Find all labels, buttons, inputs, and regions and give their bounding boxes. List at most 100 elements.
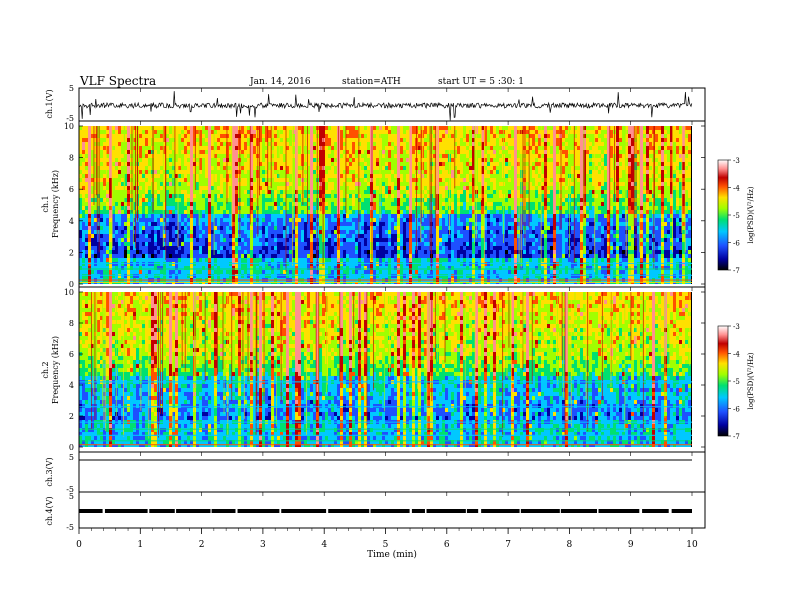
spectrogram-cell (379, 162, 382, 166)
spectrogram-cell (205, 130, 208, 134)
spectrogram-cell (106, 170, 109, 174)
spectrogram-cell (427, 126, 430, 130)
spectrogram-cell (232, 270, 235, 274)
spectrogram-cell (181, 146, 184, 150)
spectrogram-cell (283, 226, 286, 230)
spectrogram-cell (394, 194, 397, 198)
spectrogram-cell (436, 234, 439, 238)
spectrogram-cell (139, 214, 142, 218)
spectrogram-cell (112, 274, 115, 278)
spectrogram-cell (328, 146, 331, 150)
spectrogram-cell (448, 250, 451, 254)
spectrogram-cell (82, 146, 85, 150)
spectrogram-cell (349, 154, 352, 158)
spectrogram-cell (205, 274, 208, 278)
spectrogram-cell (154, 142, 157, 146)
spectrogram-cell (91, 190, 94, 194)
spectrogram-cell (403, 134, 406, 138)
spectrogram-cell (103, 198, 106, 202)
spectrogram-cell (418, 186, 421, 190)
spectrogram-cell (313, 206, 316, 210)
spectrogram-cell (133, 166, 136, 170)
spectrogram-cell (184, 250, 187, 254)
spectrogram-cell (403, 274, 406, 278)
spectrogram-cell (142, 246, 145, 250)
spectrogram-cell (391, 246, 394, 250)
spectrogram-cell (418, 230, 421, 234)
spectrogram-cell (223, 166, 226, 170)
spectrogram-cell (358, 266, 361, 270)
spectrogram-cell (388, 218, 391, 222)
spectrogram-cell (262, 142, 265, 146)
spectrogram-cell (376, 178, 379, 182)
spectrogram-cell (259, 234, 262, 238)
spectrogram-cell (133, 146, 136, 150)
spectrogram-cell (274, 274, 277, 278)
spectrogram-cell (439, 274, 442, 278)
spectrogram-cell (406, 190, 409, 194)
spectrogram-cell (115, 174, 118, 178)
spectrogram-cell (361, 230, 364, 234)
spectrogram-cell (352, 134, 355, 138)
spectrogram-cell (157, 242, 160, 246)
spectrogram-cell (307, 230, 310, 234)
spectrogram-cell (232, 246, 235, 250)
spectrogram-cell (220, 206, 223, 210)
spectrogram-cell (421, 266, 424, 270)
spectrogram-cell (430, 274, 433, 278)
spectrogram-cell (100, 234, 103, 238)
spectrogram-cell (364, 214, 367, 218)
spectrogram-cell (160, 154, 163, 158)
spectrogram-cell (193, 126, 196, 130)
spectrogram-cell (244, 230, 247, 234)
spectrogram-cell (343, 210, 346, 214)
spectrogram-cell (271, 150, 274, 154)
spectrogram-cell (187, 158, 190, 162)
spectrogram-cell (238, 242, 241, 246)
spectrogram-cell (358, 138, 361, 142)
spectrogram-cell (136, 254, 139, 258)
spectrogram-cell (232, 234, 235, 238)
spectrogram-cell (190, 138, 193, 142)
spectrogram-cell (208, 266, 211, 270)
spectrogram-cell (85, 202, 88, 206)
spectrogram-cell (79, 142, 82, 146)
spectrogram-cell (202, 210, 205, 214)
spectrogram-cell (148, 210, 151, 214)
spectrogram-cell (349, 150, 352, 154)
spectrogram-cell (418, 222, 421, 226)
spectrogram-cell (364, 230, 367, 234)
spectrogram-cell (154, 234, 157, 238)
spectrogram-cell (106, 190, 109, 194)
spectrogram-cell (343, 218, 346, 222)
spectrogram-cell (181, 266, 184, 270)
spectrogram-cell (352, 194, 355, 198)
spectrogram-cell (133, 182, 136, 186)
spectrogram-cell (247, 198, 250, 202)
spectrogram-cell (148, 126, 151, 130)
spectrogram-cell (142, 178, 145, 182)
spectrogram-cell (100, 190, 103, 194)
spectrogram-cell (295, 182, 298, 186)
spectrogram-cell (181, 206, 184, 210)
spectrogram-cell (265, 202, 268, 206)
spectrogram-cell (214, 258, 217, 262)
spectrogram-cell (274, 158, 277, 162)
spectrogram-cell (331, 162, 334, 166)
spectrogram-cell (295, 178, 298, 182)
spectrogram-cell (307, 222, 310, 226)
spectrogram-cell (301, 206, 304, 210)
spectrogram-cell (235, 274, 238, 278)
spectrogram-cell (409, 138, 412, 142)
spectrogram-cell (439, 234, 442, 238)
spectrogram-cell (94, 138, 97, 142)
spectrogram-cell (121, 190, 124, 194)
spectrogram-cell (361, 142, 364, 146)
spectrogram-cell (268, 210, 271, 214)
spectrogram-cell (346, 190, 349, 194)
spectrogram-cell (412, 126, 415, 130)
spectrogram-cell (85, 170, 88, 174)
spectrogram-cell (160, 142, 163, 146)
spectrogram-cell (184, 238, 187, 242)
spectrogram-cell (262, 190, 265, 194)
